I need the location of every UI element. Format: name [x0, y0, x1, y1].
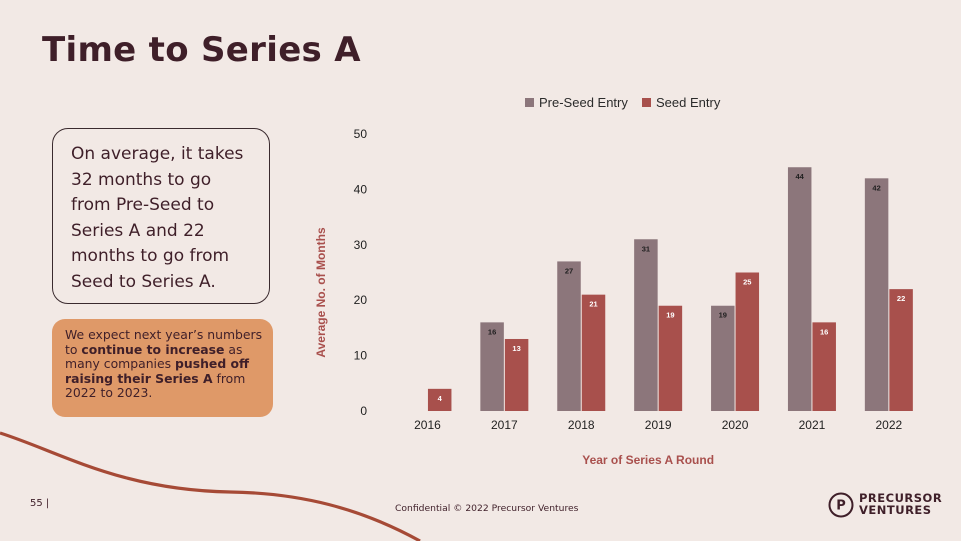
- seed-bar: [504, 338, 529, 411]
- logo-line-2: VENTURES: [859, 503, 932, 517]
- y-tick-label: 50: [354, 127, 368, 141]
- seed-bar: [889, 289, 913, 411]
- data-label: 44: [796, 172, 805, 181]
- data-label: 19: [666, 311, 674, 320]
- y-tick-label: 10: [354, 349, 368, 363]
- y-axis-title: Average No. of Months: [314, 227, 328, 358]
- note-text-1: We expect next year’s numbers to: [65, 327, 263, 357]
- seed-bar: [735, 272, 760, 411]
- pre-seed-bar: [787, 167, 812, 411]
- legend-label: Pre-Seed Entry: [539, 95, 628, 110]
- data-label: 21: [589, 300, 597, 309]
- logo-mark-letter: P: [836, 499, 846, 514]
- x-tick-label: 2021: [799, 418, 826, 432]
- note-text-2: as many companies: [65, 341, 243, 372]
- summary-callout: On average, it takes 32 months to go fro…: [52, 128, 270, 304]
- x-tick-label: 2020: [722, 418, 749, 432]
- logo-mark-icon: P: [828, 492, 854, 518]
- data-label: 27: [565, 266, 573, 275]
- logo-line-1: PRECURSOR: [859, 491, 943, 505]
- logo-wordmark: PRECURSOR VENTURES: [859, 492, 942, 516]
- x-tick-label: 2018: [568, 418, 595, 432]
- y-tick-label: 20: [354, 293, 368, 307]
- legend-swatch: [525, 98, 534, 107]
- bar-chart: Pre-Seed Entry Seed Entry 0 10 20 30 40 50 Avera…: [314, 95, 913, 467]
- page-number: 55 |: [30, 498, 50, 509]
- legend-label: Seed Entry: [656, 95, 721, 110]
- data-label: 16: [488, 327, 496, 336]
- data-label: 13: [512, 344, 520, 353]
- precursor-logo: P PRECURSOR VENTURES: [828, 491, 948, 521]
- y-tick-label: 0: [360, 404, 367, 418]
- pre-seed-bar: [480, 322, 504, 411]
- seed-bar: [812, 322, 836, 411]
- seed-bar: [427, 388, 452, 411]
- pre-seed-bar: [864, 178, 889, 411]
- slide-title: Time to Series A: [42, 30, 361, 70]
- data-label: 22: [897, 294, 905, 303]
- note-emphasis-1: continue to increase: [81, 341, 225, 357]
- data-label: 19: [719, 311, 727, 320]
- data-label: 16: [820, 327, 828, 336]
- data-label: 31: [642, 244, 650, 253]
- y-tick-label: 30: [354, 238, 368, 252]
- seed-bar: [658, 305, 683, 411]
- note-text-3: from 2022 to 2023.: [65, 370, 246, 401]
- legend-swatch: [642, 98, 651, 107]
- pre-seed-bar: [711, 305, 735, 411]
- data-label: 42: [872, 183, 880, 192]
- confidential-footer: Confidential © 2022 Precursor Ventures: [395, 503, 579, 514]
- forecast-note: We expect next year’s numbers to continu…: [52, 319, 273, 417]
- data-label: 25: [743, 278, 751, 287]
- seed-bar: [581, 294, 606, 411]
- x-tick-label: 2022: [875, 418, 902, 432]
- y-tick-label: 40: [354, 182, 368, 196]
- pre-seed-bar: [557, 261, 581, 411]
- pre-seed-bar: [634, 239, 658, 411]
- x-tick-label: 2016: [414, 418, 441, 432]
- data-label: 4: [438, 394, 443, 403]
- x-axis-title: Year of Series A Round: [582, 453, 714, 467]
- x-tick-label: 2019: [645, 418, 672, 432]
- note-emphasis-2: pushed off raising their Series A: [65, 356, 250, 386]
- x-tick-label: 2017: [491, 418, 518, 432]
